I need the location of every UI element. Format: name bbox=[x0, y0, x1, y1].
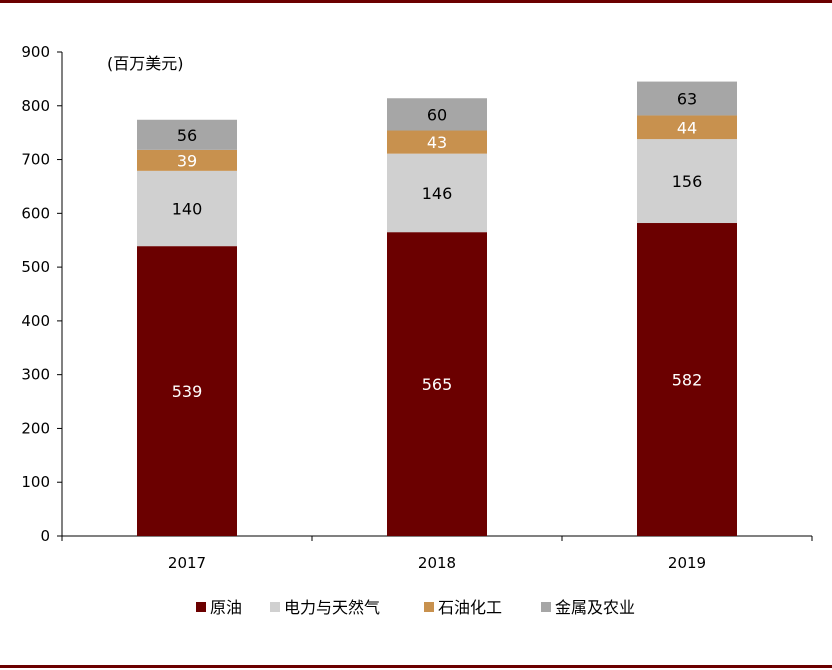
bar-value-label: 39 bbox=[177, 151, 197, 170]
bar-segment bbox=[637, 81, 737, 116]
bar-segment bbox=[387, 130, 487, 154]
legend: 原油 电力与天然气 石油化工 金属及农业 bbox=[196, 598, 635, 617]
bars bbox=[137, 81, 737, 537]
bar-value-label: 43 bbox=[427, 133, 447, 152]
bar-value-label: 146 bbox=[422, 184, 453, 203]
bar-segment bbox=[387, 153, 487, 233]
bar-segment bbox=[637, 139, 737, 224]
y-tick-label: 300 bbox=[21, 366, 50, 384]
y-tick-label: 700 bbox=[21, 151, 50, 169]
bar-segment bbox=[387, 98, 487, 131]
bar-segment bbox=[637, 115, 737, 140]
bar-value-label: 60 bbox=[427, 105, 447, 124]
unit-label: (百万美元) bbox=[107, 54, 184, 73]
bar-segment bbox=[387, 232, 487, 536]
bar-segment bbox=[137, 170, 237, 247]
y-tick-label: 400 bbox=[21, 312, 50, 330]
legend-label: 石油化工 bbox=[438, 598, 502, 617]
top-border-rule bbox=[0, 0, 832, 3]
y-tick-label: 800 bbox=[21, 97, 50, 115]
bar-value-label: 56 bbox=[177, 126, 197, 145]
bar-value-label: 44 bbox=[677, 118, 697, 137]
y-tick-label: 100 bbox=[21, 473, 50, 491]
bar-segment bbox=[637, 223, 737, 536]
data-labels: 539 140 39 56 565 146 43 60 582 156 44 63 bbox=[172, 90, 703, 402]
y-tick-label: 0 bbox=[40, 527, 50, 545]
legend-label: 电力与天然气 bbox=[284, 598, 380, 617]
y-tick-label: 200 bbox=[21, 419, 50, 437]
bar-segment bbox=[137, 149, 237, 171]
x-tick-label: 2019 bbox=[668, 554, 706, 572]
legend-swatch bbox=[541, 602, 551, 612]
x-tick-label: 2017 bbox=[168, 554, 206, 572]
bar-value-label: 63 bbox=[677, 90, 697, 109]
x-tick-label: 2018 bbox=[418, 554, 456, 572]
y-tick-label: 900 bbox=[21, 43, 50, 61]
bar-value-label: 156 bbox=[672, 172, 703, 191]
bar-value-label: 582 bbox=[672, 371, 703, 390]
legend-swatch bbox=[196, 602, 206, 612]
bar-value-label: 539 bbox=[172, 382, 203, 401]
y-tick-label: 600 bbox=[21, 204, 50, 222]
legend-swatch bbox=[424, 602, 434, 612]
bar-segment bbox=[137, 246, 237, 537]
bottom-border-rule bbox=[0, 665, 832, 668]
legend-label: 金属及农业 bbox=[555, 598, 635, 617]
legend-swatch bbox=[270, 602, 280, 612]
bar-value-label: 565 bbox=[422, 375, 453, 394]
bar-segment bbox=[137, 119, 237, 150]
legend-label: 原油 bbox=[210, 598, 242, 617]
y-tick-label: 500 bbox=[21, 258, 50, 276]
bar-value-label: 140 bbox=[172, 199, 203, 218]
